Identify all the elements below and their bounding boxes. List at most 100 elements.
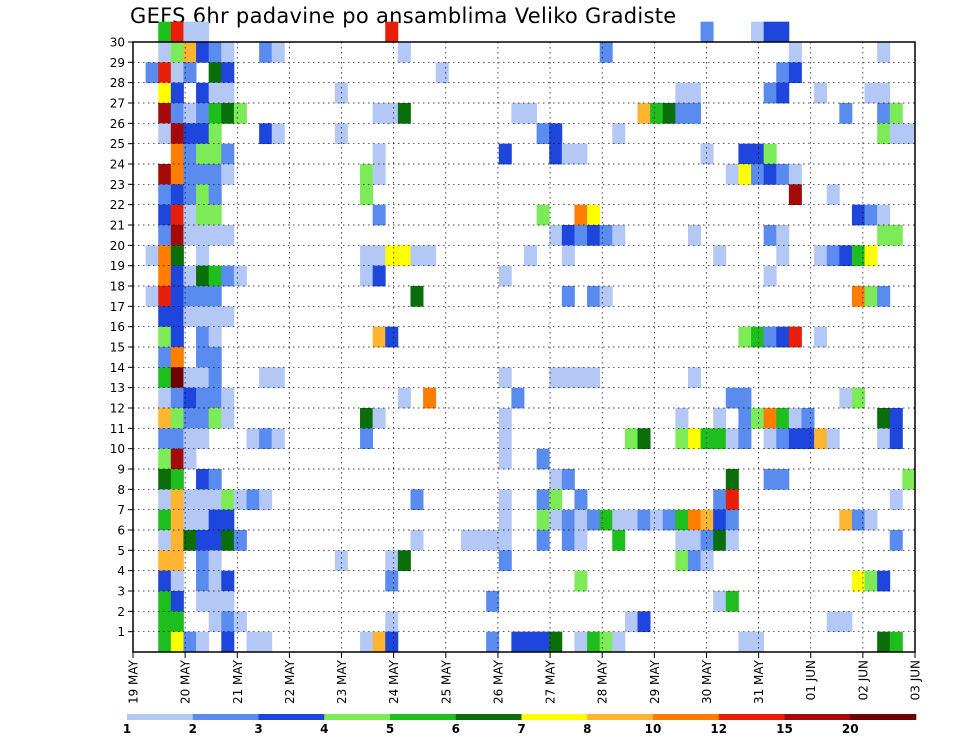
heatmap-cell: [208, 123, 222, 145]
heatmap-cell: [549, 631, 563, 653]
legend-swatch: [390, 714, 457, 720]
heatmap-cell: [233, 611, 247, 633]
heatmap-cell: [360, 631, 374, 653]
legend-label: 6: [452, 722, 460, 736]
heatmap-cell: [170, 611, 184, 633]
heatmap-cell: [221, 570, 235, 592]
heatmap-cell: [637, 428, 651, 450]
heatmap-cell: [751, 143, 765, 165]
heatmap-cell: [221, 489, 235, 511]
heatmap-cell: [587, 631, 601, 653]
legend-label: 10: [645, 722, 662, 736]
heatmap-cell: [763, 428, 777, 450]
heatmap-cell: [208, 265, 222, 287]
y-tick-label: 16: [110, 320, 125, 334]
x-tick-label: 28 MAY: [596, 659, 610, 704]
heatmap-cell: [725, 428, 739, 450]
y-tick-label: 20: [110, 239, 125, 253]
heatmap-cell: [561, 286, 575, 307]
heatmap-cell: [158, 387, 172, 409]
heatmap-cell: [536, 123, 550, 145]
heatmap-cell: [889, 530, 903, 551]
heatmap-cell: [889, 489, 903, 511]
heatmap-cell: [524, 245, 538, 267]
heatmap-cell: [183, 286, 197, 307]
heatmap-cell: [738, 164, 752, 185]
heatmap-cell: [511, 387, 525, 409]
heatmap-cell: [208, 387, 222, 409]
heatmap-cell: [158, 408, 172, 429]
x-tick-label: 23 MAY: [335, 659, 349, 704]
heatmap-cell: [498, 448, 512, 470]
heatmap-cell: [360, 184, 374, 206]
heatmap-cell: [902, 123, 916, 145]
heatmap-cell: [713, 530, 727, 551]
heatmap-cell: [851, 387, 865, 409]
heatmap-cell: [549, 367, 563, 389]
heatmap-cell: [170, 387, 184, 409]
color-legend: 1 2 3 4 5 6 7 8 10 12 15 20: [123, 714, 917, 736]
heatmap-cell: [763, 265, 777, 287]
chart-title: GEFS 6hr padavine po ansamblima Veliko G…: [130, 4, 677, 28]
heatmap-cell: [170, 428, 184, 450]
heatmap-cell: [158, 225, 172, 246]
heatmap-cell: [675, 428, 689, 450]
y-tick-label: 12: [110, 402, 125, 416]
heatmap-cell: [246, 428, 260, 450]
heatmap-cell: [763, 82, 777, 104]
heatmap-cell: [196, 143, 210, 165]
heatmap-cell: [208, 408, 222, 429]
heatmap-cell: [851, 570, 865, 592]
x-tick-label: 24 MAY: [387, 659, 401, 704]
heatmap-cell: [776, 245, 790, 267]
heatmap-cell: [788, 42, 802, 63]
heatmap-cell: [864, 286, 878, 307]
heatmap-cell: [196, 42, 210, 63]
heatmap-cell: [158, 509, 172, 531]
heatmap-cell: [360, 428, 374, 450]
heatmap-cell: [839, 245, 853, 267]
y-tick-label: 15: [110, 341, 125, 355]
heatmap-cell: [158, 591, 172, 612]
heatmap-cell: [208, 103, 222, 124]
heatmap-cell: [385, 326, 399, 348]
heatmap-cell: [170, 591, 184, 612]
heatmap-cell: [360, 408, 374, 429]
heatmap-cell: [587, 286, 601, 307]
heatmap-cell: [158, 326, 172, 348]
heatmap-cell: [183, 103, 197, 124]
heatmap-cell: [158, 42, 172, 63]
heatmap-cell: [814, 428, 828, 450]
heatmap-cell: [713, 591, 727, 612]
heatmap-cell: [587, 225, 601, 246]
heatmap-cell: [196, 550, 210, 572]
heatmap-cell: [221, 143, 235, 165]
heatmap-cell: [170, 82, 184, 104]
x-tick-label: 03 JUN: [909, 660, 923, 700]
heatmap-cell: [271, 428, 285, 450]
legend-label: 2: [189, 722, 197, 736]
y-tick-label: 25: [110, 137, 125, 151]
heatmap-cell: [233, 103, 247, 124]
heatmap-cell: [170, 509, 184, 531]
heatmap-cell: [536, 489, 550, 511]
heatmap-cell: [851, 509, 865, 531]
legend-swatch: [718, 714, 785, 720]
heatmap-cell: [221, 82, 235, 104]
heatmap-cell: [158, 448, 172, 470]
heatmap-cell: [208, 42, 222, 63]
heatmap-cell: [587, 204, 601, 226]
heatmap-cell: [460, 530, 474, 551]
heatmap-cell: [650, 103, 664, 124]
heatmap-cell: [158, 428, 172, 450]
heatmap-cell: [196, 286, 210, 307]
heatmap-cell: [208, 550, 222, 572]
heatmap-cell: [776, 408, 790, 429]
heatmap-cell: [158, 21, 172, 43]
y-axis: 1234567891011121314151617181920212223242…: [110, 36, 133, 639]
legend-swatch: [784, 714, 851, 720]
heatmap-cell: [738, 428, 752, 450]
heatmap-cell: [208, 367, 222, 389]
y-tick-label: 28: [110, 76, 125, 90]
heatmap-cell: [183, 448, 197, 470]
